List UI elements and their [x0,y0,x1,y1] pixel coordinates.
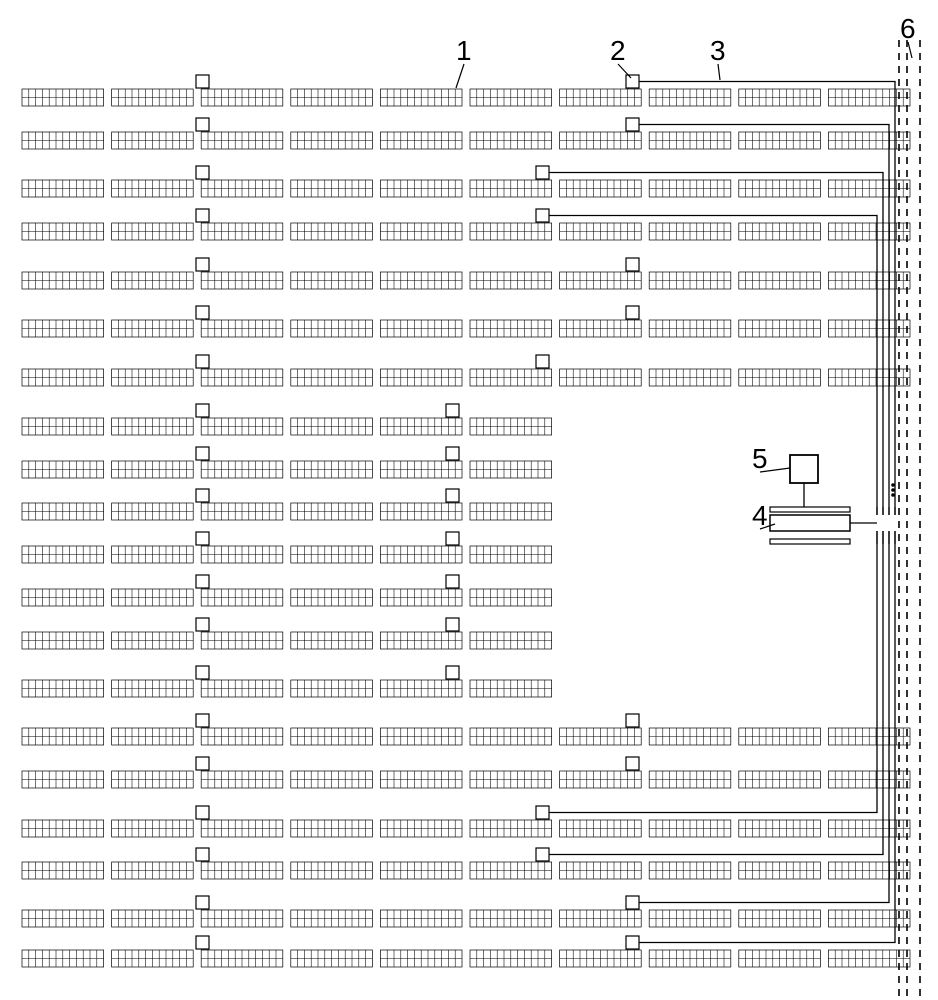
junction-box [626,896,639,909]
junction-box [446,666,459,679]
junction-box [196,896,209,909]
label-2: 2 [610,35,626,66]
junction-box [626,258,639,271]
junction-box [196,355,209,368]
junction-box [626,75,639,88]
junction-box [446,404,459,417]
junction-box [626,757,639,770]
junction-box [196,936,209,949]
junction-box [196,618,209,631]
junction-box [626,936,639,949]
label-3: 3 [710,35,726,66]
label-6: 6 [900,13,916,44]
junction-box [196,532,209,545]
label-5: 5 [752,443,768,474]
junction-box [196,447,209,460]
junction-box [626,306,639,319]
inverter-box [790,455,818,483]
ellipsis-dot [891,488,895,492]
junction-box [196,489,209,502]
junction-box [536,209,549,222]
junction-box [446,575,459,588]
ellipsis-dot [891,483,895,487]
junction-box [196,806,209,819]
junction-box [196,209,209,222]
background [0,0,938,1000]
junction-box [196,306,209,319]
junction-box [446,489,459,502]
junction-box [196,714,209,727]
junction-box [196,258,209,271]
junction-box [446,447,459,460]
junction-box [446,618,459,631]
label-1: 1 [456,35,472,66]
junction-box [196,75,209,88]
junction-box [196,575,209,588]
junction-box [196,404,209,417]
junction-box [196,166,209,179]
junction-box [196,118,209,131]
ellipsis-dot [891,493,895,497]
junction-box [536,355,549,368]
junction-box [536,848,549,861]
junction-box [626,118,639,131]
junction-box [196,848,209,861]
label-4: 4 [752,500,768,531]
junction-box [536,166,549,179]
junction-box [196,757,209,770]
junction-box [536,806,549,819]
junction-box [626,714,639,727]
junction-box [196,666,209,679]
junction-box [446,532,459,545]
